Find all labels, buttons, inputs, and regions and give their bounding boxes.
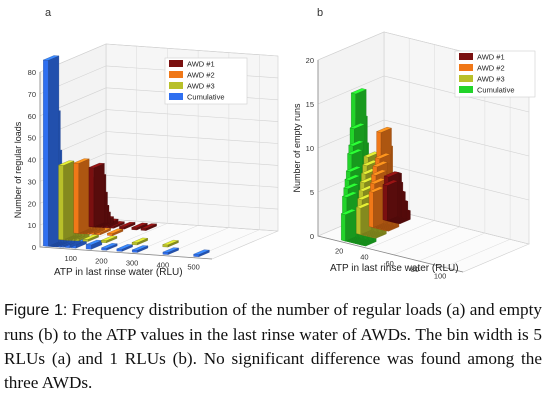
legend-swatch bbox=[169, 71, 183, 78]
x-gridline bbox=[162, 52, 230, 256]
bar-awd-2 bbox=[368, 186, 385, 228]
panel-b-tick-labels: 0 5 10 15 20 20 40 60 80 100 bbox=[306, 56, 447, 280]
caption-label: Figure 1: bbox=[4, 302, 68, 319]
legend-label: Cumulative bbox=[187, 93, 225, 102]
x-gridline bbox=[393, 50, 460, 256]
z-gridline bbox=[39, 43, 279, 73]
x-gridline bbox=[132, 50, 199, 254]
z-gridline bbox=[39, 109, 279, 138]
bar-cumulative bbox=[85, 239, 103, 250]
bar-awd-1 bbox=[131, 222, 148, 231]
panel-a-label: a bbox=[45, 7, 52, 19]
x-tick-label: 20 bbox=[335, 246, 343, 255]
bar-cumulative bbox=[43, 55, 60, 247]
bar-awd-3 bbox=[355, 202, 372, 235]
bar-awd-1 bbox=[119, 221, 136, 230]
x-gridline bbox=[418, 57, 486, 262]
figure-caption: Figure 1: Frequency distribution of the … bbox=[4, 298, 542, 395]
legend-swatch bbox=[459, 53, 473, 60]
bar-cumulative bbox=[340, 208, 357, 242]
panel-b-label: b bbox=[317, 7, 323, 19]
legend-label: AWD #1 bbox=[187, 60, 215, 69]
legend-swatch bbox=[169, 93, 183, 100]
legend-label: AWD #3 bbox=[477, 75, 505, 84]
bar-awd-1 bbox=[382, 179, 399, 222]
bar-cumulative bbox=[101, 243, 118, 251]
x-gridline bbox=[70, 46, 137, 250]
x-gridline bbox=[368, 44, 435, 249]
bar-cumulative bbox=[162, 247, 179, 255]
z-tick-label: 40 bbox=[28, 156, 36, 165]
panel-b-legend: AWD #1 AWD #2 AWD #3 Cumulative bbox=[454, 50, 536, 98]
legend-swatch bbox=[169, 82, 183, 89]
bar-cumulative bbox=[193, 249, 210, 258]
x-gridline bbox=[101, 48, 168, 252]
x-gridline bbox=[444, 63, 511, 268]
x-tick-label: 500 bbox=[187, 263, 200, 272]
legend-label: Cumulative bbox=[477, 86, 515, 95]
legend-label: AWD #3 bbox=[187, 82, 215, 91]
z-tick-label: 20 bbox=[306, 56, 314, 65]
x-gridline bbox=[193, 54, 260, 258]
legend-label: AWD #2 bbox=[477, 64, 505, 73]
caption-text: Frequency distribution of the number of … bbox=[4, 300, 542, 392]
panel-a-x-axis-label: ATP in last rinse water (RLU) bbox=[54, 267, 183, 278]
panel-a: a 0 10 20 30 40 50 60 70 80 100 200 300 400 500 Numbe… bbox=[13, 7, 279, 278]
bar-awd-2 bbox=[107, 228, 124, 237]
bar-awd-3 bbox=[131, 237, 148, 246]
legend-swatch bbox=[459, 75, 473, 82]
z-tick-label: 70 bbox=[28, 90, 36, 99]
z-tick-label: 15 bbox=[306, 100, 314, 109]
legend-swatch bbox=[459, 64, 473, 71]
panel-b-x-axis-label: ATP in last rinse water (RLU) bbox=[330, 263, 459, 274]
z-tick-label: 5 bbox=[310, 188, 314, 197]
z-tick-label: 10 bbox=[306, 144, 314, 153]
z-gridline bbox=[317, 119, 530, 157]
x-tick-label: 100 bbox=[64, 254, 77, 263]
panel-a-bars bbox=[43, 55, 210, 258]
x-tick-label: 80 bbox=[411, 265, 419, 274]
bar-awd-3 bbox=[162, 239, 179, 248]
x-tick-label: 300 bbox=[126, 258, 139, 267]
legend-swatch bbox=[169, 60, 183, 67]
panel-b-bars bbox=[340, 88, 411, 247]
x-tick-label: 400 bbox=[157, 261, 170, 270]
axis-lines bbox=[39, 72, 213, 260]
bar-cumulative bbox=[132, 245, 149, 253]
panel-a-axes bbox=[39, 72, 213, 260]
bar-cumulative bbox=[116, 244, 133, 252]
z-tick-label: 30 bbox=[28, 177, 36, 186]
bar-awd-3 bbox=[82, 234, 99, 242]
panel-b-axes bbox=[317, 60, 464, 273]
panel-a-legend: AWD #1 AWD #2 AWD #3 Cumulative bbox=[164, 57, 248, 105]
bar-awd-2 bbox=[73, 158, 90, 234]
z-tick-label: 10 bbox=[28, 221, 36, 230]
z-tick-label: 0 bbox=[310, 232, 314, 241]
z-tick-label: 20 bbox=[28, 199, 36, 208]
panel-b: b 0 5 10 15 20 20 40 60 80 100 Number of empty ru… bbox=[292, 7, 536, 280]
z-tick-label: 60 bbox=[28, 112, 36, 121]
x-tick-label: 60 bbox=[386, 259, 394, 268]
bar-awd-1 bbox=[88, 162, 105, 228]
z-tick-label: 80 bbox=[28, 68, 36, 77]
x-tick-label: 40 bbox=[360, 253, 368, 262]
panel-a-y-axis-label: Number of regular loads bbox=[13, 121, 23, 218]
bar-awd-3 bbox=[101, 235, 118, 244]
z-tick-label: 0 bbox=[32, 243, 36, 252]
axis-lines bbox=[317, 60, 464, 273]
legend-swatch bbox=[459, 86, 473, 93]
panel-b-y-axis-label: Number of empty runs bbox=[292, 103, 302, 193]
legend-label: AWD #1 bbox=[477, 53, 505, 62]
legend-label: AWD #2 bbox=[187, 71, 215, 80]
x-tick-label: 200 bbox=[95, 256, 108, 265]
bar-awd-3 bbox=[58, 160, 75, 241]
x-tick-label: 100 bbox=[434, 271, 447, 280]
panel-a-tick-labels: 0 10 20 30 40 50 60 70 80 100 200 300 400 500 bbox=[28, 68, 200, 272]
bar-awd-1 bbox=[140, 223, 157, 231]
z-tick-label: 50 bbox=[28, 134, 36, 143]
z-gridline bbox=[317, 75, 530, 113]
